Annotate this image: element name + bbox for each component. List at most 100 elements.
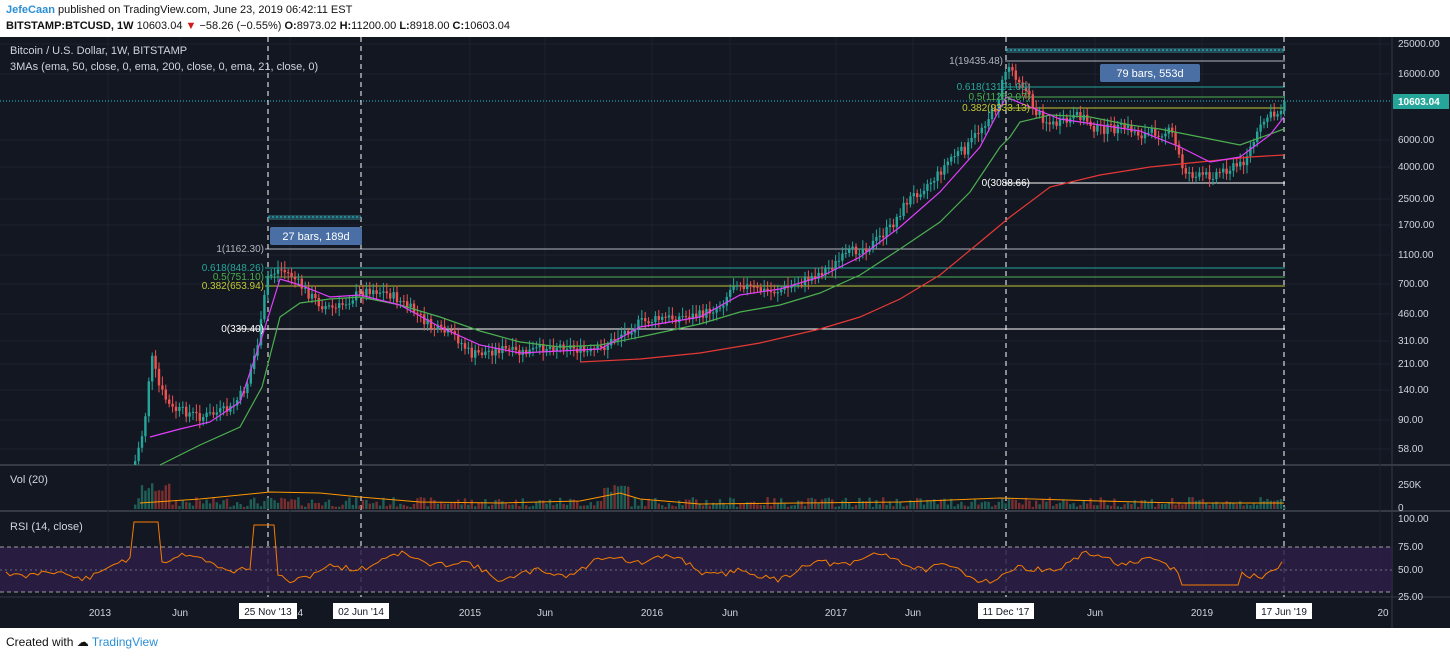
volume-bar xyxy=(1228,502,1232,509)
tradingview-logo-icon[interactable]: ☁ xyxy=(76,635,89,649)
volume-bar xyxy=(555,503,558,509)
candle-body xyxy=(599,345,603,348)
volume-bar xyxy=(851,506,854,509)
price-tick-210: 210.00 xyxy=(1398,359,1429,370)
fib13-label-0382: 0.382(653.94) xyxy=(202,281,264,292)
volume-bar xyxy=(542,500,545,509)
fib-2013-lines[interactable] xyxy=(237,248,1285,330)
candle-body xyxy=(858,253,861,255)
chart-area[interactable]: Bitcoin / U.S. Dollar, 1W, BITSTAMP 3MAs… xyxy=(0,37,1450,628)
candle-body xyxy=(1154,128,1157,136)
volume-bar xyxy=(433,499,436,509)
candle-body xyxy=(358,291,361,293)
volume-bar xyxy=(406,506,409,509)
vol-pane-label[interactable]: Vol (20) xyxy=(10,474,48,486)
volume-bar xyxy=(1222,503,1225,509)
low-label: L: xyxy=(399,20,410,32)
author-link[interactable]: JefeCaan xyxy=(6,4,55,16)
volume-bar xyxy=(491,504,494,509)
volume-bar xyxy=(1089,498,1092,509)
candle-body xyxy=(205,412,208,418)
candle-body xyxy=(984,126,987,128)
candle-body xyxy=(1018,79,1021,83)
volume-bar xyxy=(810,497,813,509)
candle-body xyxy=(188,412,191,417)
price-axis-labels[interactable]: 25000.00 16000.00 6000.00 4000.00 2500.0… xyxy=(1398,39,1440,455)
candle-body xyxy=(525,349,528,355)
high-label: H: xyxy=(339,20,352,32)
candle-body xyxy=(1239,161,1242,167)
fib-2017-lines[interactable] xyxy=(1005,60,1285,184)
candle-body xyxy=(963,146,966,155)
rsi-axis-labels[interactable]: 100.00 75.00 50.00 25.00 xyxy=(1398,514,1429,603)
candle-body xyxy=(916,193,919,198)
candle-body xyxy=(307,287,310,299)
volume-bar xyxy=(790,505,793,509)
volume-bar xyxy=(684,499,688,509)
volume-bar xyxy=(657,503,660,509)
volume-bar xyxy=(1031,506,1034,509)
time-tag-2: 02 Jun '14 xyxy=(338,607,384,618)
indicator-label[interactable]: 3MAs (ema, 50, close, 0, ema, 200, close… xyxy=(10,61,318,73)
volume-bar xyxy=(936,504,939,509)
time-tags[interactable]: 25 Nov '13 02 Jun '14 11 Dec '17 17 Jun … xyxy=(239,603,1312,619)
candle-body xyxy=(1256,131,1259,142)
candle-body xyxy=(827,267,830,269)
candle-body xyxy=(980,127,983,134)
candle-body xyxy=(174,406,178,411)
candle-body xyxy=(1249,146,1252,157)
date-range-2013[interactable] xyxy=(268,215,361,220)
candle-body xyxy=(511,346,514,350)
volume-bar xyxy=(1154,506,1157,509)
volume-bar xyxy=(994,504,997,509)
candle-body xyxy=(290,272,293,277)
volume-bar xyxy=(1133,500,1136,509)
chart-svg[interactable]: Bitcoin / U.S. Dollar, 1W, BITSTAMP 3MAs… xyxy=(0,37,1450,628)
time-tick-2017: 2017 xyxy=(825,608,848,619)
candle-body xyxy=(1269,111,1272,118)
plot-background xyxy=(0,37,1392,628)
volume-bar xyxy=(334,506,337,509)
candle-body xyxy=(1262,121,1266,125)
volume-bar xyxy=(375,501,378,509)
bars-label-2017-box[interactable] xyxy=(1100,64,1200,82)
date-range-2017[interactable] xyxy=(1006,48,1284,53)
candle-body xyxy=(875,237,878,241)
candle-body xyxy=(698,310,701,318)
volume-bar xyxy=(134,504,137,509)
volume-bar xyxy=(378,505,382,509)
volume-bar xyxy=(1075,506,1079,509)
rsi-pane-label[interactable]: RSI (14, close) xyxy=(10,521,83,533)
volume-bar xyxy=(1147,502,1150,509)
volume-bar xyxy=(358,505,361,509)
candle-body xyxy=(161,385,164,390)
candle-body xyxy=(661,316,664,320)
candle-body xyxy=(803,276,807,286)
volume-bar xyxy=(1143,500,1147,509)
candle-body xyxy=(678,316,681,323)
volume-bar xyxy=(939,499,943,509)
candle-body xyxy=(977,133,980,135)
volume-bar xyxy=(569,498,572,509)
volume-bar xyxy=(739,504,742,509)
candle-body xyxy=(650,322,654,324)
candle-body xyxy=(970,137,973,143)
bars-label-2013-box[interactable] xyxy=(270,227,362,245)
candle-body xyxy=(416,312,419,314)
volume-bar xyxy=(593,505,596,509)
rsi-tick-100: 100.00 xyxy=(1398,514,1429,525)
candle-body xyxy=(878,235,881,238)
volume-bar xyxy=(508,504,511,509)
volume-bar xyxy=(861,501,864,509)
candle-body xyxy=(157,368,161,386)
candle-body xyxy=(266,275,269,295)
candle-body xyxy=(691,313,694,320)
volume-bar xyxy=(848,501,851,509)
volume-bar xyxy=(746,502,749,509)
time-tag-box-2 xyxy=(333,603,389,619)
vol-axis-labels[interactable]: 250K 0 xyxy=(1398,480,1422,514)
tradingview-brand[interactable]: TradingView xyxy=(91,635,158,649)
candle-body xyxy=(259,319,263,346)
candle-body xyxy=(1082,114,1085,121)
volume-bar xyxy=(1058,502,1062,509)
